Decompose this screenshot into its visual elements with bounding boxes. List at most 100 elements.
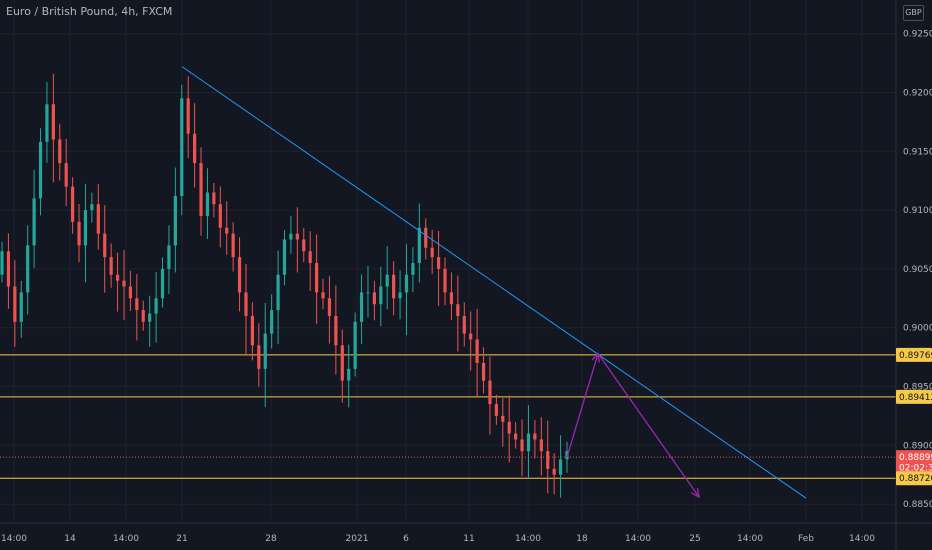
- candle-body[interactable]: [218, 204, 222, 228]
- candle-body[interactable]: [199, 163, 203, 216]
- candle-body[interactable]: [128, 286, 133, 299]
- candle-body[interactable]: [0, 251, 4, 275]
- candle-body[interactable]: [64, 163, 68, 187]
- candle-body[interactable]: [353, 321, 357, 369]
- candle-body[interactable]: [32, 198, 36, 246]
- candle-body[interactable]: [282, 239, 287, 275]
- candle-body[interactable]: [558, 459, 563, 475]
- candle-body[interactable]: [449, 292, 454, 305]
- candle-body[interactable]: [475, 339, 479, 363]
- candle-body[interactable]: [186, 98, 190, 134]
- candle-body[interactable]: [469, 333, 473, 340]
- candle-body[interactable]: [77, 221, 81, 246]
- candle-body[interactable]: [160, 268, 165, 299]
- candle-body[interactable]: [263, 333, 267, 369]
- candle-body[interactable]: [546, 451, 550, 469]
- candle-body[interactable]: [135, 298, 139, 311]
- candle-body[interactable]: [379, 286, 383, 305]
- candle-body[interactable]: [96, 204, 100, 234]
- candle-body[interactable]: [180, 98, 184, 196]
- candle-body[interactable]: [212, 192, 216, 205]
- candle-body[interactable]: [462, 315, 466, 334]
- x-tick-label: 28: [265, 534, 277, 544]
- candle-body[interactable]: [404, 274, 409, 293]
- candle-body[interactable]: [488, 380, 492, 405]
- candle-body[interactable]: [327, 298, 332, 316]
- candle-body[interactable]: [481, 362, 486, 381]
- candle-body[interactable]: [501, 415, 505, 422]
- candle-body[interactable]: [456, 304, 460, 316]
- candle-body[interactable]: [533, 433, 537, 440]
- candle-body[interactable]: [141, 310, 145, 322]
- candle-body[interactable]: [71, 186, 75, 222]
- trendline[interactable]: [181, 66, 807, 499]
- candle-body[interactable]: [244, 292, 248, 316]
- candle-body[interactable]: [167, 245, 171, 269]
- candle-body[interactable]: [90, 204, 94, 211]
- candle-body[interactable]: [340, 345, 344, 381]
- candle-body[interactable]: [109, 257, 113, 275]
- candle-body[interactable]: [270, 310, 274, 334]
- candle-body[interactable]: [507, 421, 511, 434]
- candle-body[interactable]: [552, 468, 556, 475]
- candle-body[interactable]: [308, 251, 312, 264]
- currency-button[interactable]: GBP: [903, 5, 924, 21]
- candle-body[interactable]: [13, 286, 17, 322]
- candle-body[interactable]: [347, 368, 351, 381]
- candle-body[interactable]: [443, 268, 447, 293]
- candle-body[interactable]: [398, 292, 402, 299]
- candles[interactable]: [0, 73, 569, 498]
- candle-body[interactable]: [385, 274, 389, 287]
- candle-body[interactable]: [526, 433, 531, 452]
- candle-body[interactable]: [26, 245, 30, 293]
- candle-body[interactable]: [520, 439, 524, 452]
- candle-body[interactable]: [276, 274, 280, 311]
- candle-body[interactable]: [250, 315, 254, 346]
- candle-body[interactable]: [6, 251, 11, 287]
- candle-body[interactable]: [173, 195, 177, 246]
- candle-body[interactable]: [19, 292, 23, 322]
- candle-body[interactable]: [302, 239, 306, 252]
- candle-body[interactable]: [372, 292, 376, 305]
- candle-body[interactable]: [494, 404, 498, 416]
- candle-body[interactable]: [392, 274, 396, 299]
- candle-body[interactable]: [122, 280, 126, 287]
- candle-body[interactable]: [539, 439, 543, 452]
- candle-body[interactable]: [58, 139, 62, 164]
- drawings[interactable]: [181, 66, 807, 499]
- candle-body[interactable]: [334, 315, 338, 346]
- candle-body[interactable]: [424, 227, 428, 248]
- candle-body[interactable]: [115, 274, 120, 281]
- horizontal-levels[interactable]: [0, 354, 896, 479]
- candle-body[interactable]: [154, 298, 158, 314]
- candle-body[interactable]: [295, 233, 299, 240]
- candle-body[interactable]: [83, 210, 88, 246]
- candle-body[interactable]: [193, 133, 197, 164]
- candle-body[interactable]: [237, 257, 242, 293]
- candle-body[interactable]: [321, 292, 325, 299]
- candle-body[interactable]: [430, 247, 434, 258]
- candle-body[interactable]: [231, 233, 235, 258]
- candle-body[interactable]: [225, 227, 229, 234]
- candle-body[interactable]: [51, 104, 55, 140]
- candle-body[interactable]: [38, 141, 43, 199]
- candle-body[interactable]: [359, 292, 364, 322]
- candle-body[interactable]: [417, 227, 421, 264]
- candle-body[interactable]: [257, 345, 261, 369]
- candle-body[interactable]: [289, 233, 293, 240]
- candle-body[interactable]: [514, 433, 518, 440]
- candle-body[interactable]: [436, 257, 441, 269]
- candle-body[interactable]: [366, 292, 370, 294]
- time-axis[interactable]: 14:00 14 14:00 21 28 2021 6 11 14:00 18 14:00 25 14:…: [1, 534, 875, 544]
- candle-body[interactable]: [45, 104, 49, 142]
- candle-body[interactable]: [315, 263, 319, 293]
- candle-body[interactable]: [103, 233, 107, 258]
- candle-body[interactable]: [205, 192, 210, 216]
- candle-body[interactable]: [148, 313, 152, 322]
- candle-body[interactable]: [411, 263, 415, 275]
